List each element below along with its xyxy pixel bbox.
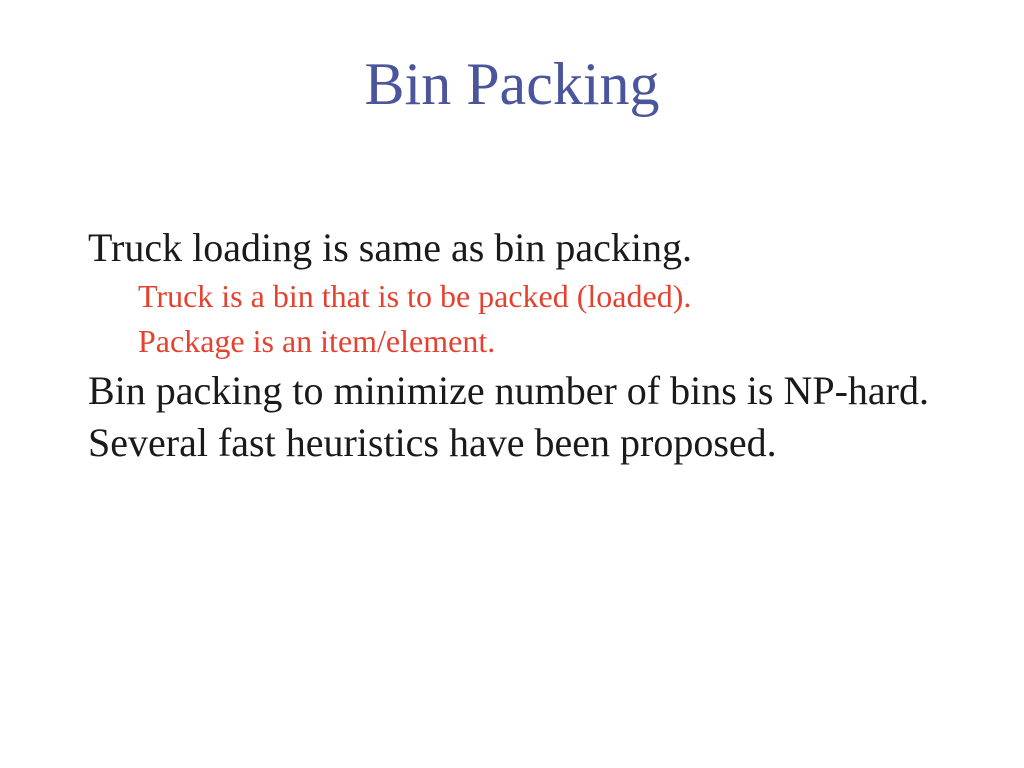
slide-title: Bin Packing	[364, 51, 660, 117]
sub-bullet-item: Package is an item/element.	[138, 323, 496, 359]
bullet-item: Several fast heuristics have been propos…	[88, 420, 777, 465]
bullet-item: Bin packing to minimize number of bins i…	[88, 368, 929, 413]
sub-bullet-item: Truck is a bin that is to be packed (loa…	[138, 278, 692, 314]
bullet-item: Truck loading is same as bin packing.	[88, 225, 693, 270]
